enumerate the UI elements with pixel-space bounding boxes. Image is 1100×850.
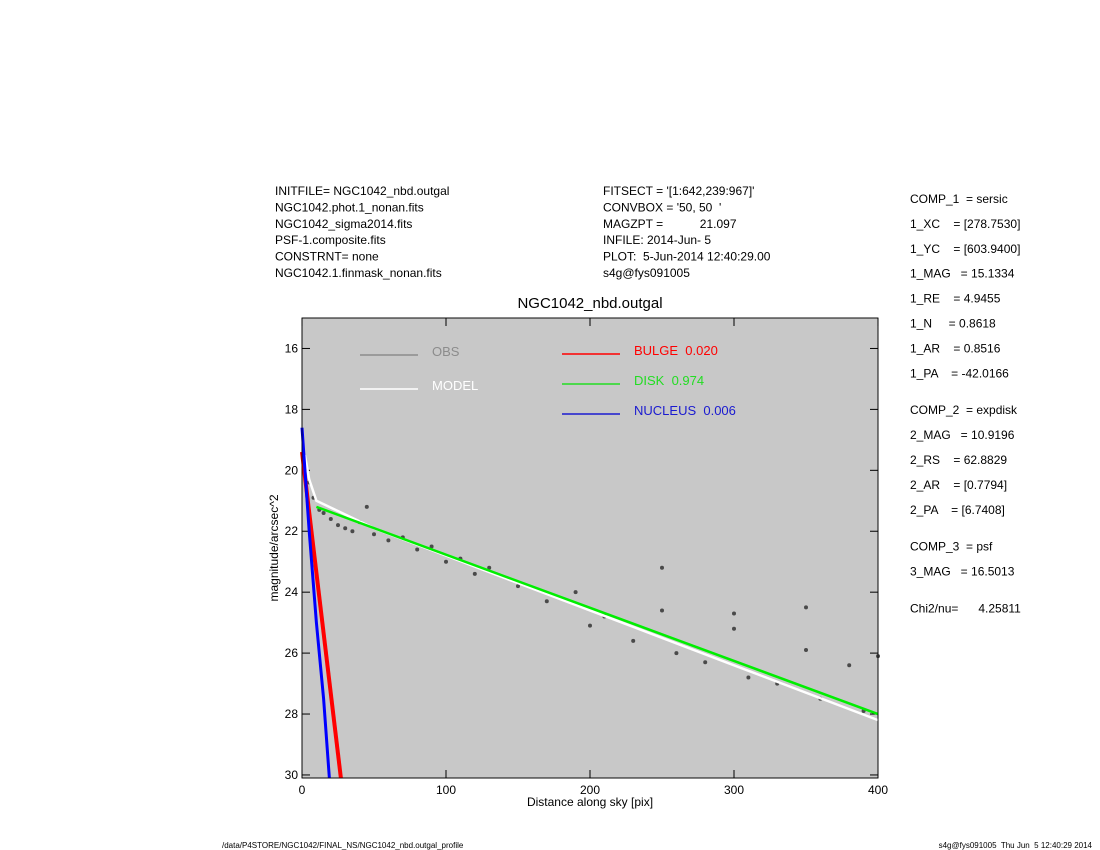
parameter: 1_N = 0.8618: [910, 317, 996, 331]
parameter: 1_PA = -42.0166: [910, 366, 1009, 380]
parameter: 1_RE = 4.9455: [910, 292, 1001, 306]
obs-point: [487, 565, 492, 570]
obs-point: [804, 648, 808, 653]
header-line: s4g@fys091005: [603, 266, 690, 280]
y-axis-label: magnitude/arcsec^2: [267, 494, 281, 601]
header-line: PSF-1.composite.fits: [275, 233, 386, 247]
header-line: MAGZPT = 21.097: [603, 217, 737, 231]
obs-point: [588, 623, 592, 628]
parameter: 1_XC = [278.7530]: [910, 217, 1020, 231]
legend-label: BULGE 0.020: [634, 343, 718, 358]
header-line: NGC1042_sigma2014.fits: [275, 217, 412, 231]
header-line: NGC1042.1.finmask_nonan.fits: [275, 266, 442, 280]
profile-line: [315, 505, 879, 716]
header-line: INFILE: 2014-Jun- 5: [603, 233, 711, 247]
parameter: COMP_1 = sersic: [910, 192, 1008, 206]
parameter: 1_MAG = 15.1334: [910, 267, 1015, 281]
x-tick-label: 400: [868, 783, 888, 797]
y-tick-label: 22: [285, 524, 299, 538]
obs-point: [746, 675, 751, 680]
header-line: CONSTRNT= none: [275, 250, 379, 264]
obs-point: [415, 547, 420, 552]
obs-point: [573, 590, 578, 595]
parameter: 1_YC = [603.9400]: [910, 242, 1020, 256]
footer-right: s4g@fys091005 Thu Jun 5 12:40:29 2014: [939, 841, 1093, 850]
x-tick-label: 0: [299, 783, 306, 797]
y-tick-label: 18: [285, 402, 299, 416]
parameter: 2_RS = 62.8829: [910, 453, 1007, 467]
obs-point: [674, 651, 679, 656]
header-line: NGC1042.phot.1_nonan.fits: [275, 200, 424, 214]
obs-point: [472, 571, 477, 576]
parameter: COMP_3 = psf: [910, 540, 993, 554]
parameter: 2_PA = [6.7408]: [910, 503, 1005, 517]
obs-point: [429, 544, 434, 549]
header-line: INITFILE= NGC1042_nbd.outgal: [275, 184, 449, 198]
y-tick-label: 26: [285, 646, 299, 660]
obs-point: [336, 523, 340, 528]
y-tick-label: 16: [285, 341, 299, 355]
obs-point: [364, 504, 369, 509]
legend-label: MODEL: [432, 378, 478, 393]
obs-point: [350, 529, 355, 534]
obs-point: [372, 532, 376, 537]
header-line: PLOT: 5-Jun-2014 12:40:29.00: [603, 250, 771, 264]
parameter: 2_MAG = 10.9196: [910, 428, 1015, 442]
parameter: Chi2/nu= 4.25811: [910, 602, 1021, 616]
y-tick-label: 30: [285, 768, 299, 782]
obs-point: [732, 626, 736, 631]
parameter: 3_MAG = 16.5013: [910, 565, 1015, 579]
obs-point: [703, 660, 708, 665]
profile-line: [300, 427, 331, 779]
obs-point: [444, 559, 448, 564]
obs-point: [631, 638, 636, 643]
y-tick-label: 20: [285, 463, 299, 477]
header-line: FITSECT = '[1:642,239:967]': [603, 184, 754, 198]
x-tick-label: 300: [724, 783, 744, 797]
plot-area: [301, 317, 879, 779]
x-axis-label: Distance along sky [pix]: [527, 795, 653, 809]
plot-border: [301, 317, 879, 779]
legend-label: OBS: [432, 344, 460, 359]
obs-point: [660, 608, 664, 613]
obs-point: [343, 526, 348, 531]
chart-title: NGC1042_nbd.outgal: [517, 295, 662, 312]
x-tick-label: 200: [580, 783, 600, 797]
obs-point: [660, 565, 664, 570]
parameter: COMP_2 = expdisk: [910, 403, 1018, 417]
parameter: 2_AR = [0.7794]: [910, 478, 1007, 492]
obs-point: [328, 517, 333, 522]
obs-point: [516, 584, 520, 589]
obs-point: [544, 599, 549, 604]
obs-point: [321, 510, 326, 515]
y-tick-label: 24: [285, 585, 299, 599]
legend-label: NUCLEUS 0.006: [634, 403, 736, 418]
obs-point: [847, 663, 852, 668]
obs-point: [804, 605, 808, 610]
x-tick-label: 100: [436, 783, 456, 797]
footer-left: /data/P4STORE/NGC1042/FINAL_NS/NGC1042_n…: [222, 841, 464, 850]
parameter: 1_AR = 0.8516: [910, 341, 1001, 355]
obs-point: [732, 611, 736, 616]
y-tick-label: 28: [285, 707, 299, 721]
header-line: CONVBOX = '50, 50 ': [603, 200, 721, 214]
obs-point: [386, 538, 391, 543]
legend-label: DISK 0.974: [634, 373, 704, 388]
